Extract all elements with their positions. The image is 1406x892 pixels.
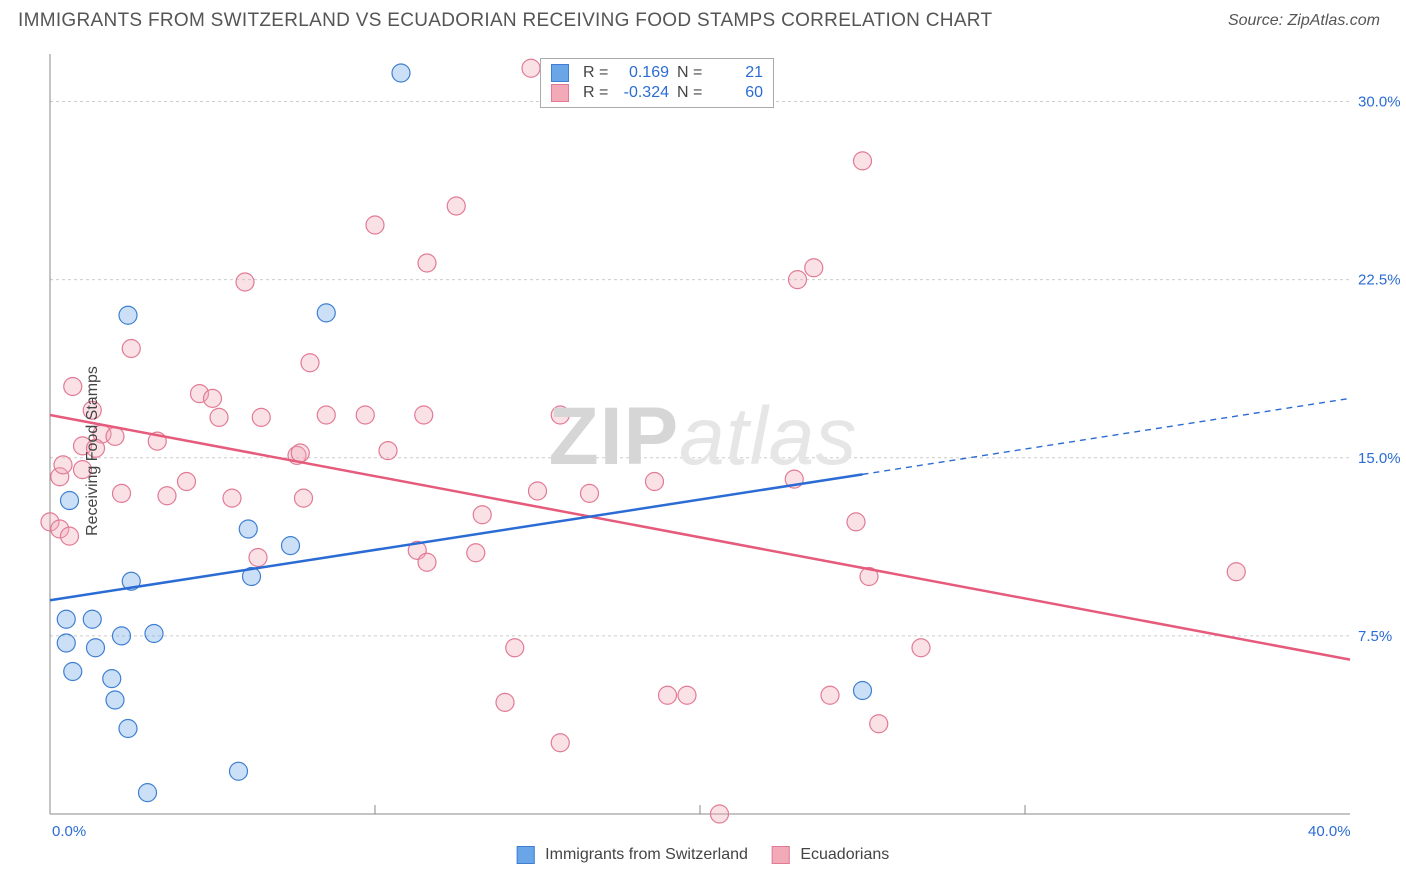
r-value-2: -0.324 xyxy=(619,84,669,102)
legend-swatch-bottom-1 xyxy=(517,846,535,864)
bottom-legend: Immigrants from Switzerland Ecuadorians xyxy=(517,846,890,864)
svg-text:40.0%: 40.0% xyxy=(1308,823,1351,840)
y-axis-title: Receiving Food Stamps xyxy=(84,366,102,536)
chart-container: Receiving Food Stamps ZIPatlas 7.5%15.0%… xyxy=(0,36,1406,866)
legend-row-series1: R = 0.169 N = 21 xyxy=(551,63,763,83)
chart-title: IMMIGRANTS FROM SWITZERLAND VS ECUADORIA… xyxy=(18,10,992,32)
r-value-1: 0.169 xyxy=(619,64,669,82)
legend-item-2: Ecuadorians xyxy=(772,846,889,864)
svg-text:15.0%: 15.0% xyxy=(1358,450,1401,467)
source-label: Source: ZipAtlas.com xyxy=(1228,12,1380,30)
legend-item-1: Immigrants from Switzerland xyxy=(517,846,748,864)
svg-text:22.5%: 22.5% xyxy=(1358,272,1401,289)
correlation-legend: R = 0.169 N = 21 R = -0.324 N = 60 xyxy=(540,58,774,108)
legend-swatch-bottom-2 xyxy=(772,846,790,864)
n-value-2: 60 xyxy=(713,84,763,102)
header: IMMIGRANTS FROM SWITZERLAND VS ECUADORIA… xyxy=(0,0,1406,36)
n-value-1: 21 xyxy=(713,64,763,82)
svg-text:0.0%: 0.0% xyxy=(52,823,86,840)
n-label-2: N = xyxy=(677,84,705,102)
r-label: R = xyxy=(583,64,611,82)
scatter-chart: 7.5% 15.0% 22.5% 30.0% 0.0% 40.0% xyxy=(0,36,1406,866)
legend-row-series2: R = -0.324 N = 60 xyxy=(551,83,763,103)
n-label: N = xyxy=(677,64,705,82)
legend-label-1: Immigrants from Switzerland xyxy=(545,846,748,863)
legend-swatch-2 xyxy=(551,84,569,102)
r-label-2: R = xyxy=(583,84,611,102)
legend-label-2: Ecuadorians xyxy=(800,846,889,863)
legend-swatch-1 xyxy=(551,64,569,82)
svg-text:30.0%: 30.0% xyxy=(1358,94,1401,111)
svg-text:7.5%: 7.5% xyxy=(1358,628,1392,645)
